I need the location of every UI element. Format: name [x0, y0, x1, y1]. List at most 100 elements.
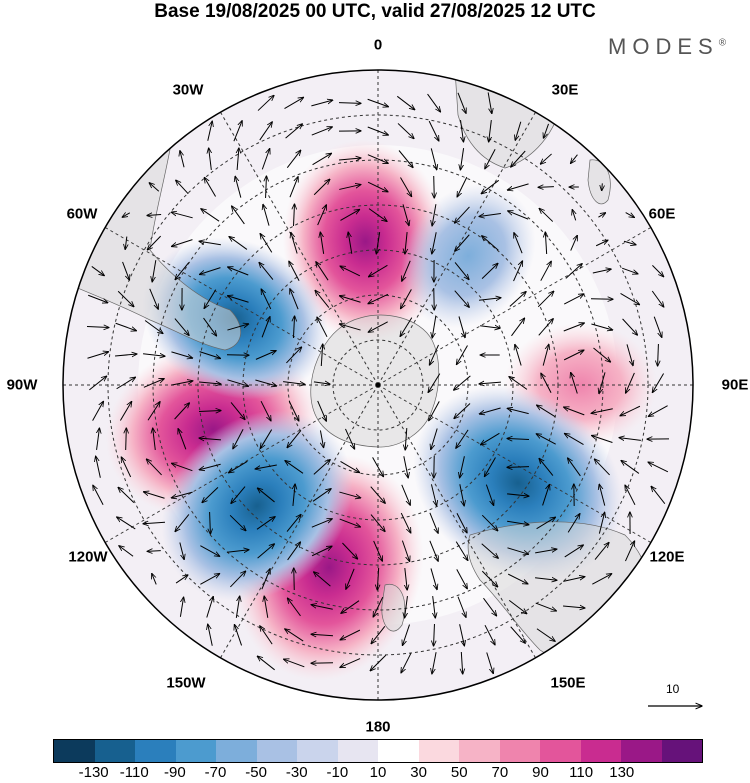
wind-arrow	[285, 629, 304, 642]
meridian-line	[220, 384, 379, 659]
wind-arrow	[536, 434, 556, 445]
wind-arrow	[483, 597, 496, 616]
wind-arrow	[513, 261, 523, 282]
wind-arrow	[229, 514, 246, 530]
wind-arrow	[200, 545, 219, 557]
wind-arrow	[460, 120, 464, 142]
wind-arrow	[208, 624, 213, 646]
wind-arrow	[313, 460, 330, 475]
wind-arrow	[171, 212, 193, 219]
wind-arrow	[199, 241, 221, 246]
wind-arrow	[507, 408, 529, 415]
wind-arrow	[537, 291, 554, 308]
wind-arrow	[507, 467, 530, 468]
colorbar-tick-label: 130	[609, 764, 635, 781]
wind-arrow	[429, 512, 438, 533]
wind-arrow	[204, 178, 216, 197]
wind-arrow	[405, 232, 407, 254]
wind-arrow	[204, 289, 217, 309]
wind-arrow	[87, 352, 108, 359]
wind-arrow	[287, 430, 302, 447]
negative-anomaly-7	[401, 183, 536, 329]
wind-arrow	[620, 405, 641, 416]
wind-arrow	[592, 435, 613, 443]
wind-arrow	[400, 317, 413, 337]
wind-arrow	[485, 457, 496, 476]
colorbar-segment	[378, 740, 419, 762]
wind-arrow	[428, 120, 439, 141]
wind-arrow	[509, 292, 526, 307]
wind-arrow	[625, 541, 634, 562]
wind-arrow	[429, 401, 440, 420]
wind-arrow	[456, 512, 467, 533]
wind-arrow	[315, 290, 330, 308]
wind-arrow	[430, 148, 436, 169]
wind-arrow	[125, 236, 127, 250]
wind-arrow	[260, 429, 273, 449]
wind-arrow	[658, 343, 659, 366]
wind-arrow	[93, 485, 104, 505]
colorbar-segment	[499, 740, 540, 762]
wind-arrow	[339, 518, 361, 527]
colorbar-segment	[459, 740, 500, 762]
wind-arrow	[340, 629, 361, 640]
meridian-line	[377, 384, 652, 543]
wind-arrow	[115, 322, 137, 330]
wind-arrow	[598, 512, 604, 534]
wind-arrow	[370, 654, 387, 671]
wind-arrow	[564, 407, 585, 416]
wind-arrow	[287, 542, 301, 561]
wind-arrow	[377, 567, 378, 590]
longitude-label-90w: 90W	[6, 376, 38, 394]
wind-arrow	[563, 294, 584, 305]
wind-arrow	[288, 598, 301, 617]
wind-arrow	[231, 486, 246, 504]
reference-vector	[648, 684, 706, 714]
wind-arrow	[481, 432, 500, 444]
wind-arrow	[340, 266, 361, 277]
wind-arrow	[543, 123, 550, 138]
wind-arrow	[117, 517, 136, 530]
wind-arrow	[401, 652, 412, 673]
wind-arrow	[176, 180, 189, 195]
wind-arrow	[398, 150, 413, 168]
wind-arrow	[594, 542, 609, 560]
wind-arrow	[285, 461, 304, 474]
wind-arrow	[563, 577, 584, 582]
wind-arrow	[454, 375, 471, 390]
wind-arrow	[431, 428, 438, 449]
new-zealand	[381, 583, 406, 632]
wind-arrow	[255, 351, 276, 360]
wind-arrow	[454, 403, 471, 418]
wind-arrow	[570, 235, 578, 251]
colorbar-segment	[661, 740, 702, 762]
wind-arrow	[175, 262, 190, 279]
wind-arrow	[651, 290, 663, 307]
wind-arrow	[545, 232, 546, 255]
wind-arrow	[313, 382, 330, 384]
wind-arrow	[479, 382, 502, 384]
wind-arrow	[592, 574, 611, 585]
wind-arrow	[489, 120, 492, 142]
wind-arrow	[203, 317, 217, 336]
wind-arrow	[172, 463, 193, 472]
wind-arrow	[457, 596, 466, 618]
colorbar-segment	[216, 740, 257, 762]
wind-arrow	[511, 150, 526, 167]
wind-arrow	[396, 95, 414, 109]
wind-arrow	[434, 175, 435, 198]
wind-arrow	[312, 489, 331, 502]
wind-arrow	[459, 624, 465, 645]
wind-arrow	[179, 597, 183, 617]
wind-arrow	[515, 344, 522, 366]
wind-arrow	[153, 428, 156, 450]
wind-arrow	[535, 549, 557, 554]
wind-arrow	[339, 324, 361, 331]
wind-arrow	[261, 149, 269, 170]
wind-arrow	[179, 542, 184, 560]
wind-arrow	[235, 596, 239, 618]
wind-arrow	[286, 514, 301, 532]
wind-arrow	[147, 402, 160, 421]
wind-arrow	[539, 208, 554, 222]
